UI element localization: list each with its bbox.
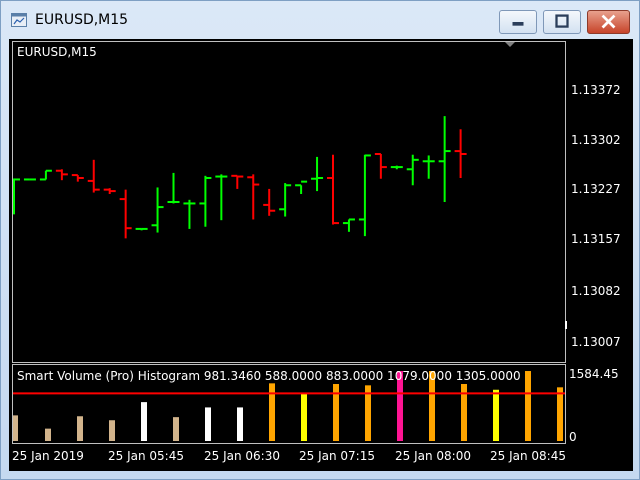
price-bar	[438, 116, 451, 202]
symbol-label: EURUSD,M15	[17, 45, 97, 59]
volume-bar	[429, 371, 435, 441]
close-button[interactable]	[587, 10, 630, 34]
price-bar	[311, 156, 324, 192]
price-bar	[422, 155, 435, 179]
price-tick: 1.13082	[571, 284, 621, 298]
chart-client-area[interactable]: EURUSD,M15 1.13372 1.13302 1.13227 1.131…	[9, 39, 633, 471]
price-bar	[390, 165, 403, 170]
price-bar	[135, 227, 148, 231]
volume-bar	[77, 416, 83, 441]
time-tick: 25 Jan 06:30	[204, 449, 280, 463]
volume-bar	[141, 402, 147, 441]
price-bar	[374, 153, 387, 179]
price-bar	[406, 154, 419, 186]
volume-bar	[333, 384, 339, 441]
volume-histogram-svg	[13, 371, 565, 441]
volume-bar	[109, 420, 115, 441]
volume-indicator-pane[interactable]: Smart Volume (Pro) Histogram 981.3460 58…	[12, 364, 566, 444]
price-bar	[215, 174, 228, 221]
price-bar	[358, 154, 371, 237]
price-bar	[119, 189, 132, 239]
time-tick: 25 Jan 2019	[12, 449, 84, 463]
volume-bar	[365, 385, 371, 441]
chart-app-icon	[11, 13, 27, 27]
volume-axis-min: 0	[569, 430, 577, 444]
time-tick: 25 Jan 05:45	[108, 449, 184, 463]
price-bar	[247, 174, 260, 220]
price-bar	[151, 187, 164, 233]
price-tick: 1.13302	[571, 133, 621, 147]
volume-bar	[493, 389, 499, 441]
price-bar	[71, 174, 84, 182]
minimize-icon	[512, 22, 524, 26]
maximize-icon	[555, 14, 569, 28]
volume-bar	[525, 371, 531, 441]
price-chart-svg	[13, 116, 467, 239]
price-bar	[327, 154, 339, 225]
price-bar	[55, 169, 68, 181]
chart-shift-marker-icon[interactable]	[503, 42, 517, 52]
close-icon	[601, 14, 616, 29]
time-tick: 25 Jan 08:45	[490, 449, 566, 463]
price-bar	[167, 172, 180, 204]
price-bar	[103, 188, 116, 194]
title-bar[interactable]: EURUSD,M15	[1, 1, 639, 39]
volume-bar	[173, 417, 179, 441]
indicator-title: Smart Volume (Pro) Histogram 981.3460 58…	[17, 369, 521, 383]
price-bar	[342, 218, 355, 232]
volume-bar	[45, 428, 51, 441]
price-bar	[454, 129, 467, 178]
price-bar	[199, 175, 212, 227]
price-bar	[39, 169, 52, 181]
minimize-button[interactable]	[499, 10, 537, 34]
price-bar	[231, 174, 244, 189]
volume-bar	[269, 383, 275, 441]
volume-bar	[397, 371, 403, 441]
time-tick: 25 Jan 07:15	[299, 449, 375, 463]
volume-axis-max: 1584.45	[569, 367, 619, 381]
price-tick: 1.13372	[571, 83, 621, 97]
price-bar	[183, 199, 196, 229]
time-tick: 25 Jan 08:00	[395, 449, 471, 463]
volume-bar	[557, 387, 563, 441]
volume-bar	[205, 407, 211, 441]
price-tick: 1.13227	[571, 182, 621, 196]
price-chart-pane[interactable]: EURUSD,M15	[12, 41, 566, 363]
price-bar	[87, 159, 100, 193]
window-title: EURUSD,M15	[35, 12, 129, 28]
price-bar	[13, 178, 20, 215]
price-bar	[295, 180, 308, 194]
price-tick: 1.13007	[571, 335, 621, 349]
price-axis-marker	[565, 321, 567, 329]
maximize-button[interactable]	[543, 10, 581, 34]
volume-bar	[301, 393, 307, 441]
price-bar	[279, 183, 292, 217]
price-tick: 1.13157	[571, 232, 621, 246]
volume-bar	[461, 384, 467, 441]
price-bar	[263, 188, 276, 216]
volume-bar	[13, 415, 18, 441]
volume-bar	[237, 407, 243, 441]
